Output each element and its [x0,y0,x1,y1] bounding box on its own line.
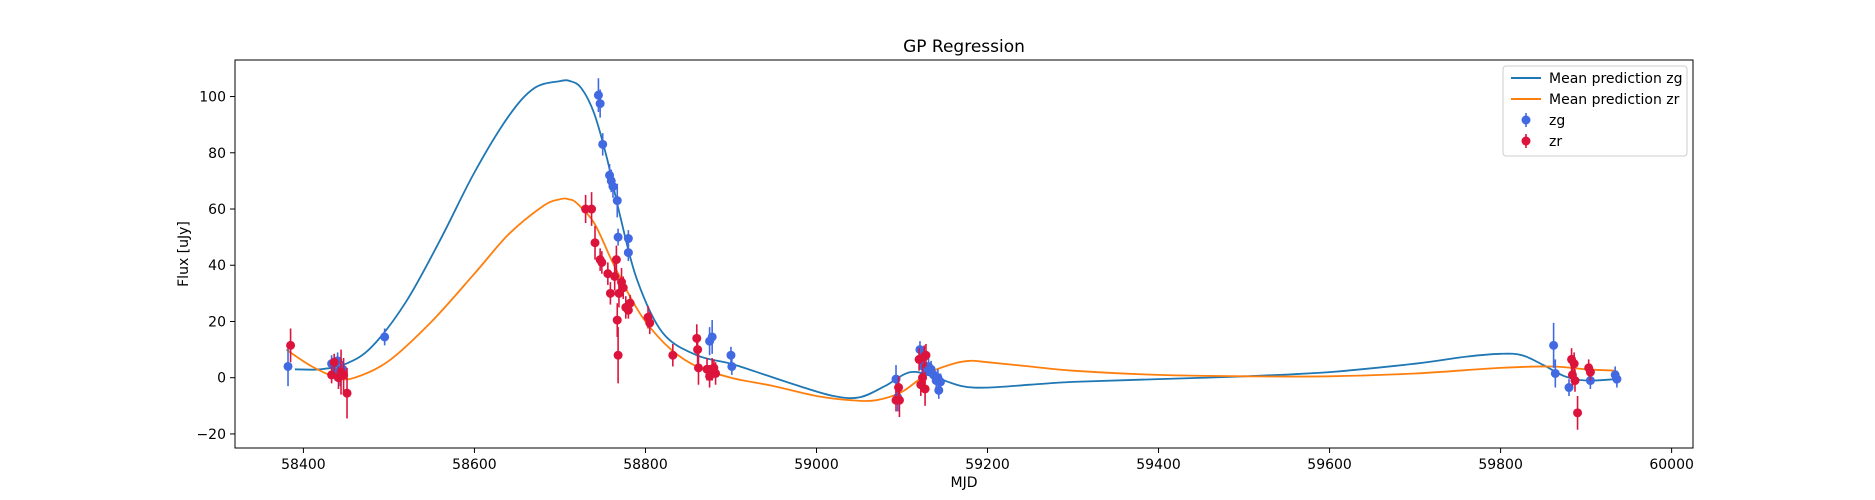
point-zr [692,334,701,343]
point-zr [894,383,903,392]
point-zr [626,299,635,308]
x-tick-label: 59400 [1136,457,1181,473]
point-zg [284,362,293,371]
point-zr [619,283,628,292]
point-zr [645,318,654,327]
y-tick-label: 80 [208,146,226,162]
point-zg [1551,369,1560,378]
x-axis-label: MJD [951,475,978,491]
x-tick-label: 59000 [794,457,839,473]
x-tick-label: 59200 [965,457,1010,473]
point-zg [726,351,735,360]
point-zr [587,205,596,214]
y-tick-label: −20 [196,427,226,443]
chart-title: GP Regression [903,37,1025,57]
x-tick-label: 60000 [1649,457,1694,473]
point-zg [934,386,943,395]
y-tick-label: 60 [208,202,226,218]
point-zg [708,332,717,341]
point-zg [598,140,607,149]
x-tick-label: 59800 [1478,457,1523,473]
legend-label: zg [1549,113,1565,129]
legend-label: zr [1549,134,1562,150]
y-tick-label: 0 [217,371,226,387]
legend-label: Mean prediction zg [1549,71,1683,87]
point-zr [693,345,702,354]
point-zr [921,351,930,360]
line-mean-prediction-zr [286,198,1616,401]
point-zg [1612,375,1621,384]
point-zg [614,233,623,242]
point-zg [608,182,617,191]
point-zr [1570,376,1579,385]
point-zg [727,362,736,371]
point-zg [624,248,633,257]
point-zg [596,99,605,108]
axes-frame [235,60,1693,448]
point-zr [613,316,622,325]
y-tick-label: 40 [208,258,226,274]
point-zr [921,384,930,393]
point-zg [380,332,389,341]
x-tick-label: 58800 [623,457,668,473]
x-tick-label: 58400 [281,457,326,473]
y-tick-label: 100 [199,90,226,106]
point-zr [612,255,621,264]
line-mean-prediction-zg [295,80,1616,398]
point-zr [286,341,295,350]
point-zr [591,238,600,247]
legend-label: Mean prediction zr [1549,92,1680,108]
point-zr [614,351,623,360]
point-zr [711,369,720,378]
point-zr [895,396,904,405]
point-zr [1586,368,1595,377]
point-zg [613,196,622,205]
x-tick-label: 59600 [1307,457,1352,473]
point-zr [597,258,606,267]
plot-content [284,78,1622,429]
point-zr [694,363,703,372]
point-zr [1573,408,1582,417]
point-zr [343,389,352,398]
point-zg [624,234,633,243]
point-zr [668,351,677,360]
legend: Mean prediction zg Mean prediction zr zg zr [1503,66,1687,156]
x-tick-label: 58600 [452,457,497,473]
legend-swatch [1522,137,1531,146]
plot-area: 58400 58600 58800 59000 59200 59400 59600 59800… [196,60,1693,473]
series-zg [284,78,1622,411]
y-tick-label: 20 [208,314,226,330]
y-axis-label: Flux [uJy] [176,221,192,287]
point-zg [936,377,945,386]
legend-swatch [1522,116,1531,125]
point-zr [330,358,339,367]
point-zg [594,91,603,100]
point-zr [1570,359,1579,368]
point-zr [606,289,615,298]
point-zg [1549,341,1558,350]
